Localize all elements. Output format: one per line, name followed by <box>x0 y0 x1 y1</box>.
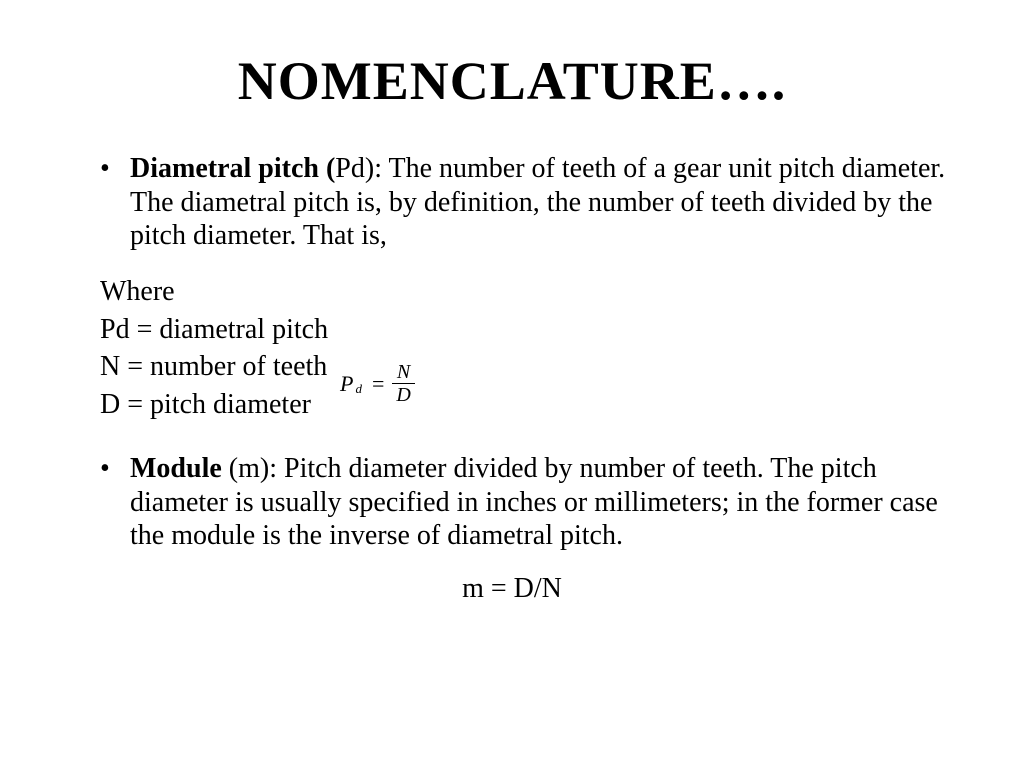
term-bold: Module <box>130 453 229 484</box>
where-line-1: Pd = diametral pitch <box>100 311 954 349</box>
term-close: : <box>269 453 284 484</box>
bullet-text: Diametral pitch (Pd): The number of teet… <box>130 152 954 253</box>
bullet-dot-icon: • <box>100 452 130 486</box>
where-heading: Where <box>100 273 954 311</box>
term-close: ): <box>365 153 389 184</box>
where-block: Where Pd = diametral pitch N = number of… <box>100 273 954 424</box>
formula-lhs-sub: d <box>355 381 362 397</box>
bullet-text: Module (m): Pitch diameter divided by nu… <box>130 452 954 553</box>
formula-lhs-var: P <box>340 371 353 397</box>
equals-sign: = <box>372 371 384 397</box>
fraction-denominator: D <box>392 385 414 405</box>
bullet-diametral-pitch: • Diametral pitch (Pd): The number of te… <box>100 152 954 253</box>
bullet-dot-icon: • <box>100 152 130 186</box>
bullet-module: • Module (m): Pitch diameter divided by … <box>100 452 954 553</box>
slide-title: NOMENCLATURE…. <box>70 50 954 112</box>
formula-diametral-pitch: Pd = N D <box>340 362 415 405</box>
term-bold: Diametral pitch ( <box>130 153 335 184</box>
term-symbol: Pd <box>335 153 365 184</box>
fraction: N D <box>392 362 414 405</box>
where-line-3: D = pitch diameter <box>100 386 954 424</box>
where-line-2: N = number of teeth <box>100 348 954 386</box>
term-symbol: (m) <box>229 453 269 484</box>
slide: NOMENCLATURE…. • Diametral pitch (Pd): T… <box>0 0 1024 768</box>
module-equation: m = D/N <box>70 573 954 605</box>
fraction-numerator: N <box>393 362 414 382</box>
